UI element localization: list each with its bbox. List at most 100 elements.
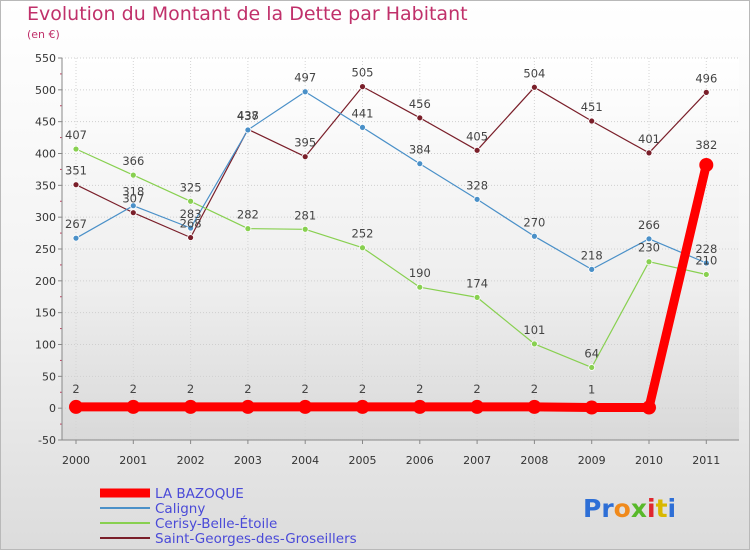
data-label: 2	[187, 382, 194, 396]
data-label: 266	[638, 218, 660, 232]
data-point	[359, 83, 366, 91]
data-label: 268	[180, 217, 202, 231]
data-label: 267	[65, 217, 87, 231]
data-point	[187, 234, 195, 241]
x-tick-label: 2006	[406, 454, 434, 467]
data-point	[416, 283, 424, 291]
data-point	[588, 265, 596, 273]
data-label: 2	[72, 382, 79, 396]
data-label: 228	[695, 242, 717, 256]
y-tick-label: 400	[35, 148, 56, 161]
data-label: 351	[65, 164, 87, 178]
data-point	[355, 399, 370, 414]
data-label: 2	[244, 382, 251, 396]
x-tick-label: 2007	[463, 454, 491, 467]
data-point	[187, 224, 195, 232]
data-label: 282	[237, 208, 259, 222]
data-point	[588, 364, 596, 371]
y-tick-label: 0	[49, 402, 56, 415]
data-point	[645, 149, 653, 157]
data-point	[473, 195, 481, 203]
data-label: 328	[466, 178, 488, 192]
y-tick-label: 350	[35, 179, 56, 192]
series-line-3	[75, 86, 707, 239]
data-label: 325	[180, 180, 202, 194]
y-tick-label: 50	[42, 370, 56, 383]
data-point	[72, 234, 80, 242]
data-label: 437	[237, 109, 259, 123]
data-point	[702, 271, 710, 278]
data-point	[416, 114, 424, 122]
data-point	[301, 88, 309, 96]
y-tick-label: -50	[38, 434, 56, 447]
data-label: 438	[237, 108, 259, 122]
data-label: 270	[523, 215, 545, 229]
y-tick-label: 150	[35, 307, 56, 320]
chart-subtitle: (en €)	[27, 28, 60, 41]
data-label: 405	[466, 129, 488, 143]
data-point	[129, 171, 137, 179]
data-label: 210	[695, 253, 717, 267]
y-tick-label: 500	[35, 84, 56, 97]
x-tick-label: 2003	[234, 454, 262, 467]
data-point	[298, 399, 313, 414]
data-label: 252	[352, 227, 374, 241]
data-point	[470, 399, 485, 414]
data-point	[699, 157, 714, 172]
data-label: 451	[581, 100, 603, 114]
data-point	[645, 235, 653, 243]
data-point	[187, 197, 195, 205]
x-tick-label: 2000	[62, 454, 90, 467]
data-point	[183, 399, 198, 414]
data-label: 384	[409, 143, 431, 157]
data-label: 190	[409, 266, 431, 280]
x-tick-label: 2011	[692, 454, 720, 467]
data-label: 318	[122, 185, 144, 199]
data-point	[531, 232, 538, 240]
legend-label: Cerisy-Belle-Étoile	[155, 515, 277, 532]
data-label: 504	[523, 66, 545, 80]
legend-label: Caligny	[155, 501, 205, 517]
x-tick-label: 2010	[635, 454, 663, 467]
data-label: 283	[180, 207, 202, 221]
data-label: 401	[638, 132, 660, 146]
data-label: 496	[695, 71, 717, 85]
data-label: 307	[122, 192, 144, 206]
data-label: 2	[416, 382, 423, 396]
data-label: 174	[466, 276, 488, 290]
series-layer	[69, 83, 714, 415]
data-point	[129, 202, 137, 210]
data-point	[412, 399, 427, 414]
data-label: 2	[473, 382, 480, 396]
data-label: 441	[352, 106, 374, 120]
data-point	[240, 399, 255, 414]
data-label: 64	[584, 346, 599, 360]
data-label: 456	[409, 97, 431, 111]
x-tick-label: 2002	[177, 454, 205, 467]
y-tick-label: 300	[35, 211, 56, 224]
data-label: 366	[122, 154, 144, 168]
proxiti-logo: Proxiti	[583, 494, 676, 523]
data-label: 2	[130, 382, 137, 396]
data-labels: 351 307 268 438 395 505 456 405 504 451 401 496 407 3…	[65, 66, 717, 397]
data-point	[702, 259, 710, 267]
chart-title: Evolution du Montant de la Dette par Hab…	[27, 3, 468, 25]
data-label: 281	[294, 208, 316, 222]
data-point	[301, 225, 309, 233]
data-label: 382	[695, 138, 717, 152]
data-point	[702, 88, 710, 96]
data-point	[72, 181, 80, 189]
data-point	[129, 209, 137, 217]
data-point	[244, 225, 252, 233]
data-point	[416, 160, 424, 168]
y-tick-label: 550	[35, 52, 56, 65]
data-point	[69, 399, 83, 414]
x-tick-label: 2004	[291, 454, 319, 467]
x-tick-label: 2005	[349, 454, 377, 467]
data-label: 505	[352, 66, 374, 80]
data-label: 1	[588, 383, 595, 397]
series-line-0	[71, 160, 711, 412]
data-point	[244, 126, 252, 134]
y-tick-label: 250	[35, 243, 56, 256]
